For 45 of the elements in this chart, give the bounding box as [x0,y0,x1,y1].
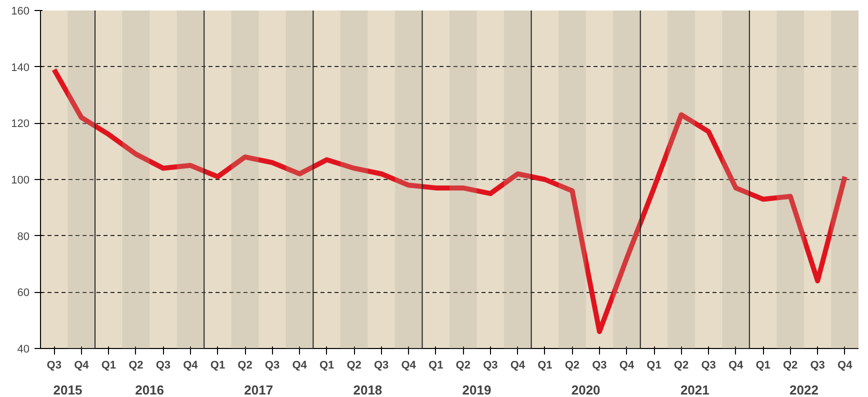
y-tick-label: 120 [11,118,30,130]
y-tick-label: 80 [17,230,30,243]
y-tick-label: 40 [17,344,30,356]
x-tick-label: Q4 [619,360,635,372]
text: 2021 [680,382,710,397]
x-tick-label: Q3 [592,360,607,372]
x-tick-label: Q1 [756,360,770,372]
y-tick-label: 140 [11,62,30,74]
x-tick-label: Q3 [701,360,716,372]
x-tick-label: Q2 [456,360,470,372]
x-tick-label: Q4 [401,360,417,372]
x-tick-label: Q2 [782,360,798,372]
text: 2020 [571,382,600,397]
text: 2015 [53,382,82,397]
y-tick-label: 60 [17,287,30,300]
x-tick-label: Q3 [810,360,825,372]
x-tick-label: Q4 [838,360,854,372]
y-tick-label: 160 [11,6,30,18]
x-tick-label: Q2 [346,360,362,372]
x-tick-label: Q4 [292,360,308,372]
x-tick-label: Q4 [728,360,744,372]
x-tick-label: Q3 [264,360,280,372]
x-tick-label: Q1 [538,360,552,372]
x-tick-label: Q2 [238,360,252,372]
text: 2019 [462,382,492,397]
x-tick-label: Q1 [428,360,444,372]
y-tick-label: 100 [11,174,30,186]
x-tick-label: Q3 [483,360,498,372]
x-tick-label: Q4 [183,360,199,372]
x-tick-label: Q2 [674,360,689,372]
text: 2018 [353,382,382,397]
x-tick-label: Q1 [101,360,116,372]
x-tick-label: Q4 [510,360,526,372]
x-tick-label: Q2 [128,360,144,372]
x-tick-label: Q1 [319,360,334,372]
x-tick-label: Q3 [46,360,62,372]
x-tick-label: Q2 [564,360,580,372]
x-tick-label: Q1 [646,360,662,372]
text: 2016 [135,382,164,397]
x-tick-label: Q3 [374,360,389,372]
x-tick-label: Q3 [156,360,171,372]
text: 2022 [790,382,818,397]
x-tick-label: Q4 [74,360,90,372]
x-tick-label: Q1 [210,360,226,372]
text: 2017 [244,382,274,397]
